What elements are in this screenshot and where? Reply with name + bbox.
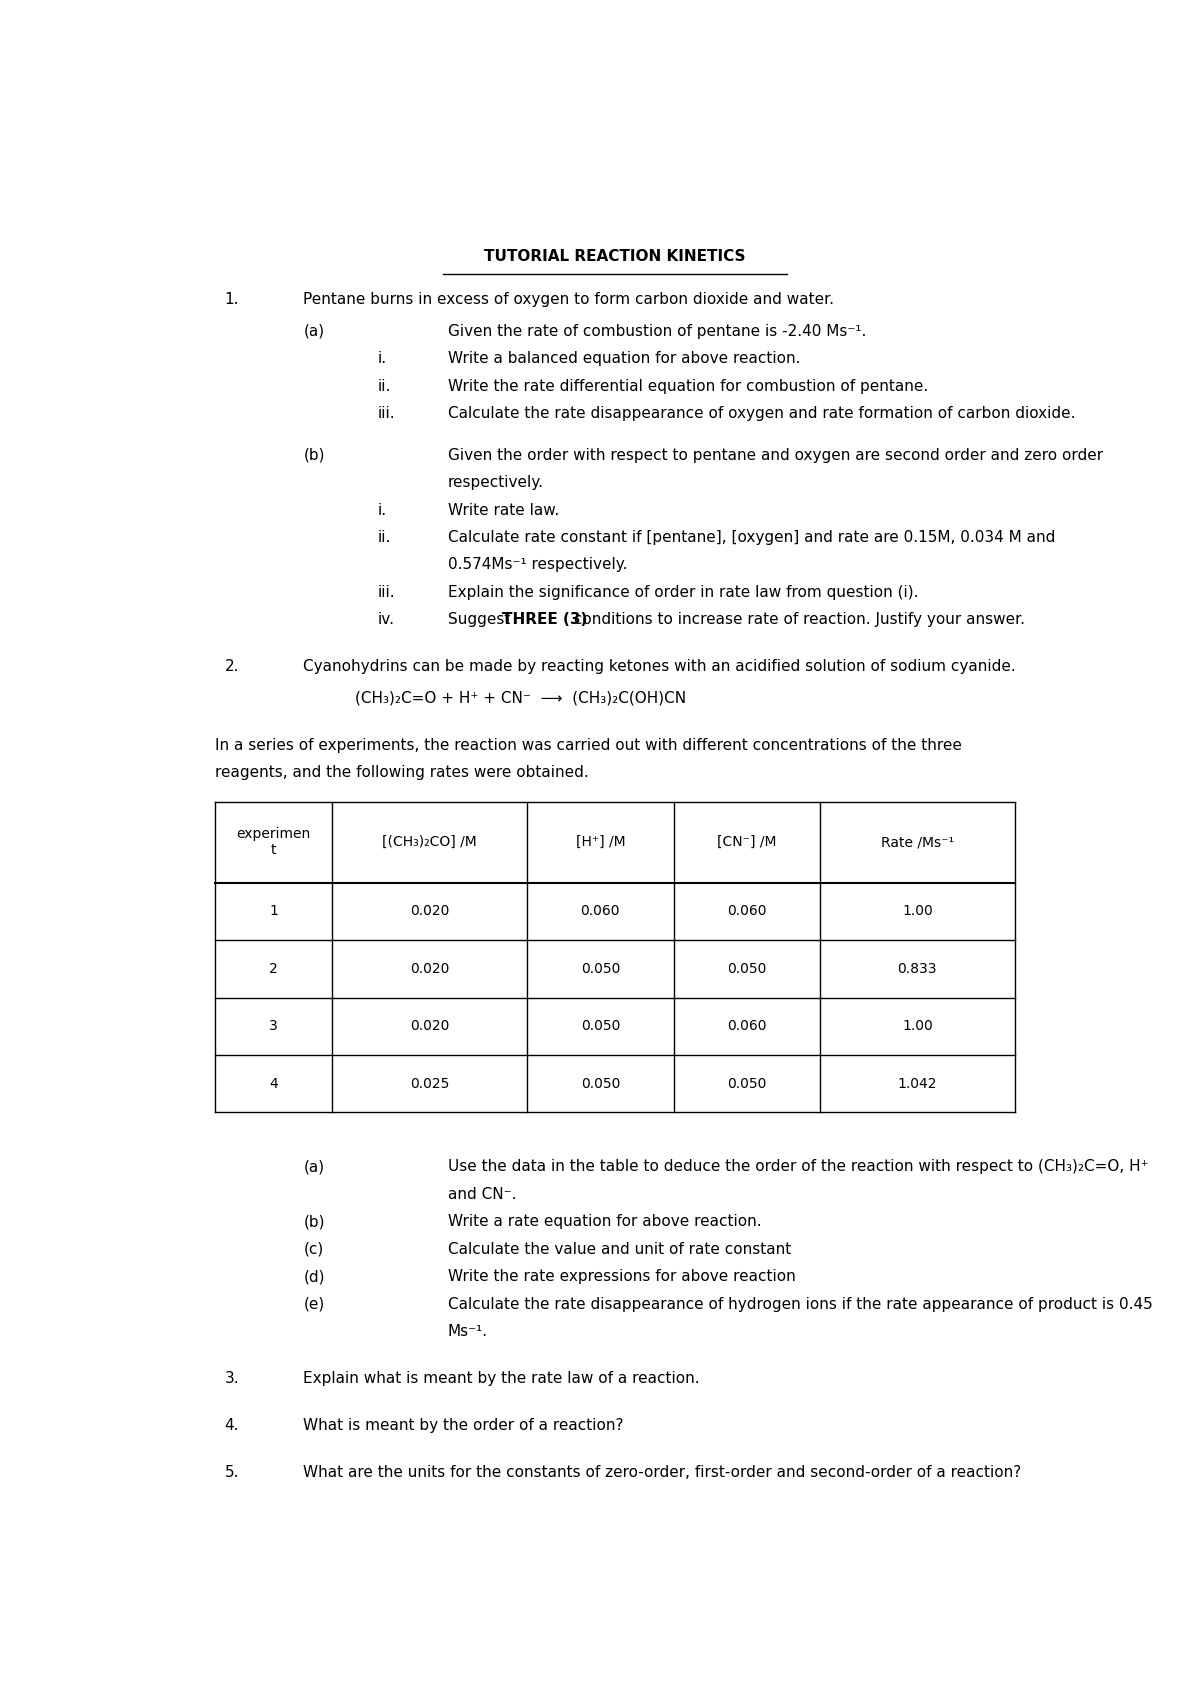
Text: iv.: iv. [378, 612, 395, 628]
Text: 0.020: 0.020 [410, 904, 449, 918]
Text: [H⁺] /M: [H⁺] /M [576, 834, 625, 850]
Text: Cyanohydrins can be made by reacting ketones with an acidified solution of sodiu: Cyanohydrins can be made by reacting ket… [304, 660, 1016, 675]
Text: 2: 2 [269, 962, 278, 975]
Text: Write rate law.: Write rate law. [448, 502, 559, 517]
Text: Write a balanced equation for above reaction.: Write a balanced equation for above reac… [448, 351, 800, 366]
Text: iii.: iii. [378, 585, 396, 600]
Text: (b): (b) [304, 1214, 325, 1230]
Text: 0.050: 0.050 [581, 1077, 620, 1091]
Text: 4.: 4. [224, 1418, 239, 1433]
Text: 5.: 5. [224, 1465, 239, 1481]
Text: Explain what is meant by the rate law of a reaction.: Explain what is meant by the rate law of… [304, 1370, 700, 1386]
Text: 1.00: 1.00 [902, 1019, 932, 1033]
Text: 3: 3 [269, 1019, 278, 1033]
Text: Calculate rate constant if [pentane], [oxygen] and rate are 0.15M, 0.034 M and: Calculate rate constant if [pentane], [o… [448, 531, 1055, 544]
Text: 0.020: 0.020 [410, 1019, 449, 1033]
Text: 0.050: 0.050 [727, 1077, 767, 1091]
Text: [CN⁻] /M: [CN⁻] /M [716, 834, 776, 850]
Text: (CH₃)₂C=O + H⁺ + CN⁻  ⟶  (CH₃)₂C(OH)CN: (CH₃)₂C=O + H⁺ + CN⁻ ⟶ (CH₃)₂C(OH)CN [355, 690, 685, 706]
Text: Write the rate expressions for above reaction: Write the rate expressions for above rea… [448, 1269, 796, 1284]
Text: Use the data in the table to deduce the order of the reaction with respect to (C: Use the data in the table to deduce the … [448, 1160, 1148, 1174]
Text: (a): (a) [304, 324, 324, 339]
Text: What is meant by the order of a reaction?: What is meant by the order of a reaction… [304, 1418, 624, 1433]
Text: Given the order with respect to pentane and oxygen are second order and zero ord: Given the order with respect to pentane … [448, 448, 1103, 463]
Text: 0.025: 0.025 [410, 1077, 449, 1091]
Text: Ms⁻¹.: Ms⁻¹. [448, 1325, 487, 1340]
Text: Pentane burns in excess of oxygen to form carbon dioxide and water.: Pentane burns in excess of oxygen to for… [304, 292, 834, 307]
Text: 0.050: 0.050 [581, 962, 620, 975]
Text: 1: 1 [269, 904, 278, 918]
Text: Calculate the value and unit of rate constant: Calculate the value and unit of rate con… [448, 1241, 791, 1257]
Text: 0.050: 0.050 [581, 1019, 620, 1033]
Text: (b): (b) [304, 448, 325, 463]
Text: 0.833: 0.833 [898, 962, 937, 975]
Text: Calculate the rate disappearance of oxygen and rate formation of carbon dioxide.: Calculate the rate disappearance of oxyg… [448, 405, 1075, 421]
Text: (e): (e) [304, 1296, 325, 1311]
Text: [(CH₃)₂CO] /M: [(CH₃)₂CO] /M [383, 834, 478, 850]
Text: conditions to increase rate of reaction. Justify your answer.: conditions to increase rate of reaction.… [570, 612, 1026, 628]
Text: 2.: 2. [224, 660, 239, 675]
Text: Explain the significance of order in rate law from question (i).: Explain the significance of order in rat… [448, 585, 918, 600]
Text: THREE (3): THREE (3) [502, 612, 587, 628]
Text: reagents, and the following rates were obtained.: reagents, and the following rates were o… [215, 765, 589, 780]
Text: Write a rate equation for above reaction.: Write a rate equation for above reaction… [448, 1214, 761, 1230]
Text: Suggest: Suggest [448, 612, 515, 628]
Text: In a series of experiments, the reaction was carried out with different concentr: In a series of experiments, the reaction… [215, 738, 962, 753]
Text: ii.: ii. [378, 378, 391, 393]
Text: What are the units for the constants of zero-order, first-order and second-order: What are the units for the constants of … [304, 1465, 1021, 1481]
Text: 4: 4 [269, 1077, 278, 1091]
Text: 0.050: 0.050 [727, 962, 767, 975]
Text: 0.060: 0.060 [727, 1019, 767, 1033]
Text: 1.042: 1.042 [898, 1077, 937, 1091]
Text: 0.574Ms⁻¹ respectively.: 0.574Ms⁻¹ respectively. [448, 558, 628, 573]
Text: (d): (d) [304, 1269, 325, 1284]
Text: and CN⁻.: and CN⁻. [448, 1187, 516, 1202]
Text: 1.: 1. [224, 292, 239, 307]
Text: ii.: ii. [378, 531, 391, 544]
Text: Calculate the rate disappearance of hydrogen ions if the rate appearance of prod: Calculate the rate disappearance of hydr… [448, 1296, 1152, 1311]
Text: respectively.: respectively. [448, 475, 544, 490]
Text: 0.060: 0.060 [727, 904, 767, 918]
Text: i.: i. [378, 502, 386, 517]
Text: experimen
t: experimen t [236, 828, 311, 856]
Text: TUTORIAL REACTION KINETICS: TUTORIAL REACTION KINETICS [485, 249, 745, 265]
Text: 0.060: 0.060 [581, 904, 620, 918]
Text: Rate /Ms⁻¹: Rate /Ms⁻¹ [881, 834, 954, 850]
Text: (c): (c) [304, 1241, 324, 1257]
Text: (a): (a) [304, 1160, 324, 1174]
Text: 1.00: 1.00 [902, 904, 932, 918]
Text: Given the rate of combustion of pentane is -2.40 Ms⁻¹.: Given the rate of combustion of pentane … [448, 324, 866, 339]
Text: 3.: 3. [224, 1370, 239, 1386]
Text: Write the rate differential equation for combustion of pentane.: Write the rate differential equation for… [448, 378, 928, 393]
Text: 0.020: 0.020 [410, 962, 449, 975]
Text: i.: i. [378, 351, 386, 366]
Text: iii.: iii. [378, 405, 396, 421]
